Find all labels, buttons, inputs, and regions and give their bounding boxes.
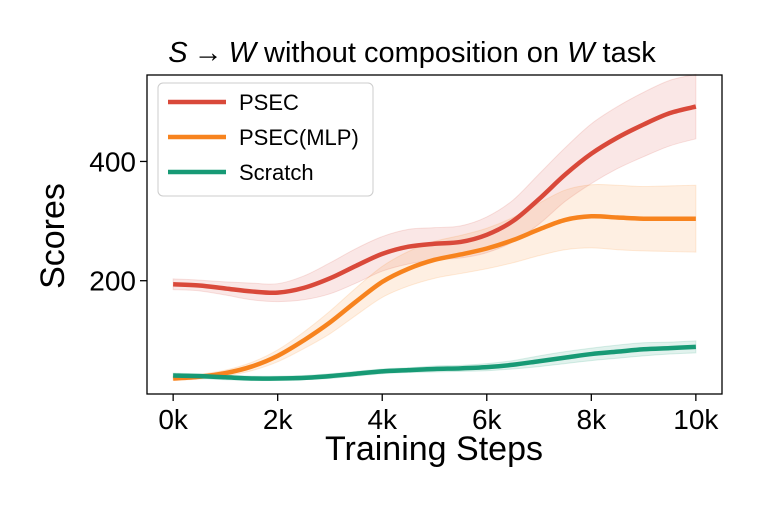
- line-psec-mlp: [172, 213, 696, 381]
- x-axis-ticks: 0k 2k 4k 6k 8k 10k: [158, 394, 719, 435]
- title-end: task: [594, 37, 656, 69]
- legend-label-scratch: Scratch: [239, 160, 314, 185]
- plot-frame: [146, 74, 723, 395]
- x-tick-label: 0k: [158, 404, 189, 435]
- title-middle: without composition on: [256, 37, 567, 69]
- line-psec: [173, 104, 697, 296]
- chart-title: S → W without composition on W task: [168, 37, 656, 69]
- x-axis-label: Training Steps: [325, 430, 543, 468]
- title-arrow: →: [194, 37, 223, 69]
- band-psec: [172, 73, 697, 303]
- x-tick-label: 8k: [577, 404, 608, 435]
- series-lines: [172, 104, 697, 381]
- x-tick-label: 10k: [673, 404, 719, 435]
- legend-label-psec-mlp: PSEC(MLP): [239, 125, 359, 150]
- legend-box: [157, 82, 374, 197]
- x-tick-label: 4k: [367, 404, 398, 435]
- band-scratch: [172, 340, 697, 381]
- y-tick-label: 200: [89, 266, 136, 297]
- legend-label-psec: PSEC: [239, 90, 299, 115]
- y-axis-label: Scores: [34, 183, 72, 289]
- title-var-w2: W: [567, 37, 597, 69]
- x-tick-label: 6k: [472, 404, 503, 435]
- band-psec-mlp: [172, 183, 697, 381]
- line-scratch: [173, 344, 696, 381]
- legend: PSEC PSEC(MLP) Scratch: [157, 82, 374, 197]
- y-axis-ticks: 200 400: [89, 146, 147, 297]
- y-tick-label: 400: [89, 146, 136, 177]
- title-var-w: W: [229, 37, 259, 69]
- x-tick-label: 2k: [263, 404, 294, 435]
- title-var-s: S: [168, 37, 188, 69]
